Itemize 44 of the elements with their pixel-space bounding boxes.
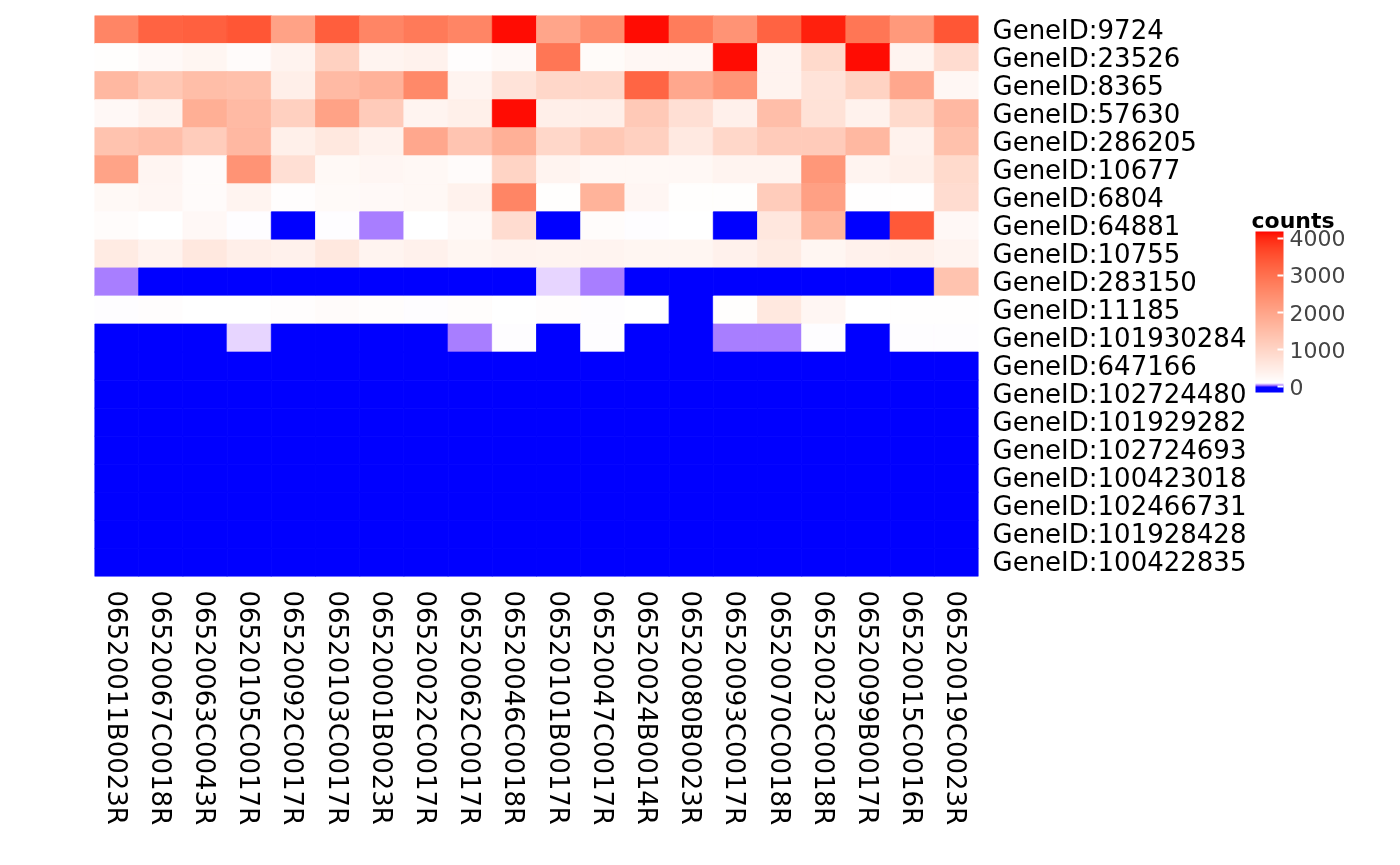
x-tick-label: 06520092C0017R [278, 590, 309, 826]
y-tick-label: GeneID:100422835 [992, 547, 1247, 578]
x-tick-label: 06520070C0018R [764, 590, 795, 826]
y-tick-label: GeneID:11185 [992, 295, 1181, 326]
x-tick-label: 06520023C0018R [808, 590, 839, 826]
y-tick-label: GeneID:6804 [992, 182, 1164, 213]
x-tick-label: 06520019C0023R [941, 590, 972, 826]
x-tick-label: 06520011B0023R [101, 590, 132, 825]
x-tick-label: 06520080B0023R [676, 590, 707, 825]
y-tick-label: GeneID:57630 [992, 98, 1181, 129]
x-tick-label: 06520024B0014R [632, 590, 662, 825]
y-tick-label: GeneID:9724 [992, 14, 1164, 45]
y-tick-label: GeneID:10677 [992, 154, 1181, 185]
x-tick-label: 06520047C0017R [587, 590, 618, 826]
color-bar-label: 2000 [1289, 300, 1346, 326]
x-tick-label: 06520046C0018R [499, 590, 530, 826]
y-tick-label: GeneID:10755 [992, 238, 1181, 269]
x-tick-label: 06520101B0017R [543, 590, 574, 825]
y-tick-label: GeneID:102724480 [992, 379, 1247, 410]
y-tick-label: GeneID:101929282 [992, 407, 1247, 438]
y-tick-label: GeneID:100423018 [992, 463, 1247, 494]
color-bar-label: 3000 [1289, 263, 1346, 289]
x-tick-label: 06520062C0017R [455, 590, 486, 826]
x-tick-label: 06520001B0023R [366, 590, 397, 825]
y-tick-label: GeneID:101930284 [992, 323, 1247, 354]
x-tick-label: 06520015C0016R [897, 590, 928, 826]
color-bar-label: 0 [1289, 374, 1304, 400]
y-tick-label: GeneID:647166 [992, 351, 1197, 382]
y-tick-label: GeneID:102724693 [992, 435, 1247, 466]
x-tick-label: 06520099B0017R [853, 590, 883, 825]
y-tick-label: GeneID:283150 [992, 266, 1197, 297]
y-tick-label: GeneID:286205 [992, 126, 1197, 157]
y-tick-label: GeneID:102466731 [992, 491, 1247, 522]
x-tick-label: 06520067C0018R [145, 590, 176, 826]
color-bar-label: 1000 [1289, 337, 1346, 363]
x-tick-label: 06520022C0017R [411, 590, 441, 826]
y-tick-label: GeneID:101928428 [992, 519, 1247, 550]
x-tick-label: 06520105C0017R [234, 590, 265, 826]
y-tick-label: GeneID:23526 [992, 42, 1181, 73]
x-tick-label: 06520063C0043R [190, 590, 220, 826]
x-tick-label: 06520103C0017R [322, 590, 353, 826]
y-tick-label: GeneID:8365 [992, 70, 1164, 101]
x-tick-label: 06520093C0017R [720, 590, 751, 826]
y-tick-label: GeneID:64881 [992, 210, 1181, 241]
